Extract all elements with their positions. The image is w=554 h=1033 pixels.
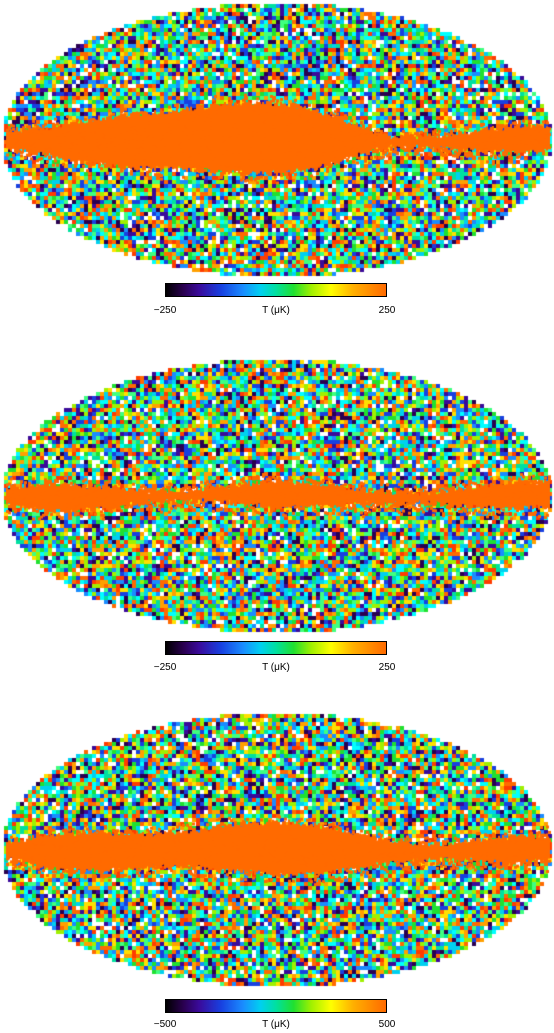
colorbar-min-label: −250 — [153, 662, 177, 673]
colorbar-unit-label: T (μK) — [262, 662, 290, 673]
colorbar-max-label: 500 — [378, 1019, 396, 1030]
mollweide-sky-map — [0, 710, 554, 990]
colorbar-min-label: −250 — [153, 305, 177, 316]
mollweide-sky-map — [0, 356, 554, 636]
colorbar-min-label: −500 — [153, 1019, 177, 1030]
colorbar — [165, 999, 387, 1013]
colorbar-max-label: 250 — [378, 662, 396, 673]
colorbar-unit-label: T (μK) — [262, 305, 290, 316]
colorbar — [165, 283, 387, 297]
colorbar-max-label: 250 — [378, 305, 396, 316]
mollweide-sky-map — [0, 0, 554, 280]
colorbar-unit-label: T (μK) — [262, 1019, 290, 1030]
colorbar — [165, 641, 387, 655]
